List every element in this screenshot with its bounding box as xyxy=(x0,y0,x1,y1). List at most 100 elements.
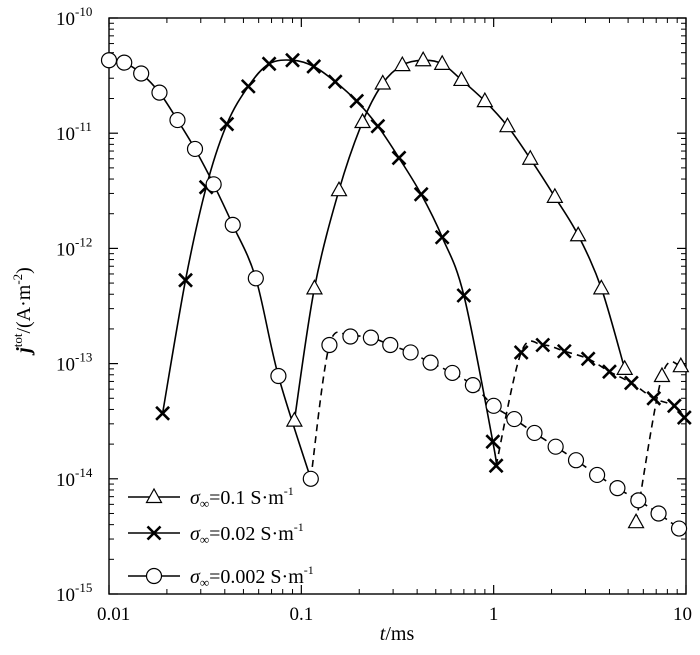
series-1-point xyxy=(370,118,386,134)
series-2-point xyxy=(485,397,502,414)
series-2-point xyxy=(526,424,543,442)
series-2-point xyxy=(650,505,667,522)
series-2-point xyxy=(382,336,399,354)
series-1-point xyxy=(646,390,662,406)
series-1-point xyxy=(155,405,171,421)
series-1-point xyxy=(488,458,504,474)
series-0-point xyxy=(653,366,671,383)
series-2-point xyxy=(506,410,523,428)
series-0-point xyxy=(498,116,517,133)
series-2-point xyxy=(609,480,626,497)
series-2-point xyxy=(270,367,287,385)
series-2-point xyxy=(362,329,380,346)
series-1-solid-line xyxy=(161,59,498,466)
series-1-point xyxy=(602,364,617,380)
y-axis-title-unit: /(A·m xyxy=(13,284,35,333)
legend-label-0: σ∞=0.1 S·m-1 xyxy=(190,484,294,511)
series-1-point xyxy=(391,150,407,166)
series-2-solid-line xyxy=(108,59,312,480)
series-1-point xyxy=(580,351,596,367)
series-1-point xyxy=(623,375,639,391)
series-1-dashed-line xyxy=(495,340,685,466)
series-1-point xyxy=(456,288,472,303)
series-2-point xyxy=(402,344,419,361)
series-1-point xyxy=(413,186,429,202)
y-tick-label: 10-10 xyxy=(56,4,92,30)
y-axis-title-close: ) xyxy=(13,267,35,274)
x-tick-label: 1 xyxy=(489,604,499,625)
series-1-point xyxy=(676,410,692,425)
plot-frame xyxy=(108,17,687,595)
series-2-point xyxy=(169,111,186,129)
series-0-point xyxy=(546,187,564,203)
series-2-point xyxy=(321,336,338,354)
series-0-point xyxy=(393,55,411,72)
legend: σ∞=0.1 S·m-1 σ∞=0.02 S·m-1 σ∞=0.002 S·m-1 xyxy=(128,484,314,590)
series-1-point xyxy=(556,343,572,359)
series-2-point xyxy=(116,54,133,71)
series-1-point xyxy=(434,229,450,245)
series-0-point xyxy=(672,356,690,373)
legend-label-2: σ∞=0.002 S·m-1 xyxy=(190,563,314,590)
series-2-point xyxy=(567,452,585,469)
series-1-point xyxy=(666,398,682,414)
series-0-point xyxy=(452,70,470,87)
series-1-point xyxy=(285,52,300,68)
series-1-point xyxy=(513,345,529,360)
series-1-point xyxy=(349,93,365,109)
series-0-point xyxy=(330,180,348,197)
y-tick-label: 10-12 xyxy=(56,234,92,260)
series-1-point xyxy=(261,56,277,72)
series-2-point xyxy=(630,492,647,509)
y-tick-label: 10-11 xyxy=(56,119,92,145)
legend-marker-0 xyxy=(145,487,163,504)
series-0-point xyxy=(521,149,539,165)
series-2-point xyxy=(547,438,564,455)
series-0-point xyxy=(569,226,587,242)
series-1-point xyxy=(535,337,551,353)
series-2-point xyxy=(422,354,439,371)
series-2-point xyxy=(670,520,688,537)
legend-marker-1 xyxy=(146,525,162,541)
series-0-point xyxy=(616,359,634,375)
x-tick-label: 0.01 xyxy=(97,604,130,625)
series-1-point xyxy=(240,78,256,94)
series-0-point xyxy=(433,54,451,70)
series-2-point xyxy=(302,470,319,487)
series-2-point xyxy=(589,466,606,484)
series-0-point xyxy=(305,279,323,295)
series-2-point xyxy=(205,176,222,193)
series-2-point xyxy=(100,52,118,69)
y-axis-title-unit-sup: -2 xyxy=(10,274,25,285)
y-axis-title-main: j xyxy=(13,347,35,356)
y-axis-title: jtot/(A·m-2) xyxy=(10,267,35,356)
series-1-point xyxy=(178,272,193,288)
series-2-point xyxy=(133,65,150,82)
series-markers xyxy=(100,50,692,537)
series-2-point xyxy=(444,364,461,382)
y-tick-label: 10-13 xyxy=(56,350,92,376)
axis-tick-labels: 0.01 0.1 1 10 10-10 10-11 10-12 10-13 10-14 10-15 xyxy=(56,4,692,625)
series-2-point xyxy=(464,377,482,394)
series-1-point xyxy=(485,434,501,450)
x-tick-label: 10 xyxy=(673,604,692,625)
series-0-point xyxy=(353,112,372,129)
series-0-point xyxy=(627,512,645,529)
x-axis-title-rest: /ms xyxy=(385,623,414,645)
series-0-point xyxy=(374,74,392,90)
series-1-point xyxy=(219,116,235,132)
y-tick-label: 10-15 xyxy=(56,580,92,606)
x-tick-label: 0.1 xyxy=(289,604,313,625)
series-1-point xyxy=(327,74,343,90)
axis-ticks xyxy=(108,17,687,595)
series-2-point xyxy=(247,270,264,287)
series-2-point xyxy=(224,216,241,233)
series-0-point xyxy=(476,91,494,108)
series-1-point xyxy=(306,58,322,74)
y-tick-label: 10-14 xyxy=(56,465,93,491)
series-0-point xyxy=(285,411,303,427)
series-0-point xyxy=(414,50,432,67)
series-2-point xyxy=(151,84,168,101)
legend-label-1: σ∞=0.02 S·m-1 xyxy=(190,520,304,547)
